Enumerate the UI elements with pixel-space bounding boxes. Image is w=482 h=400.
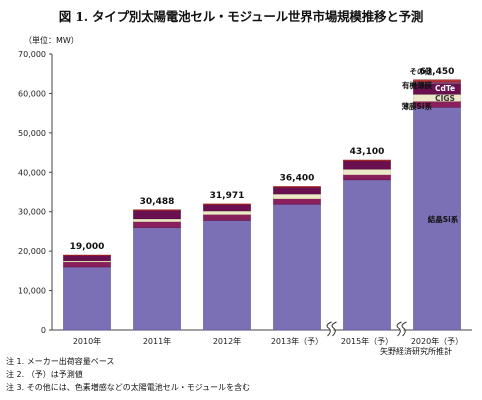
- axis-break-mark: [326, 321, 337, 337]
- total-label: 30,488: [140, 197, 175, 207]
- bar-segment: [343, 160, 391, 170]
- notes: 注 1. メーカー出荷容量ベース 注 2. （予）は予測値 注 3. その他には…: [6, 355, 250, 394]
- bar-segment: [203, 220, 251, 331]
- note-2: 注 2. （予）は予測値: [6, 370, 83, 379]
- segment-annotation: CdTe: [435, 84, 455, 93]
- y-tick-label: 40,000: [18, 168, 46, 177]
- y-tick-label: 60,000: [18, 89, 46, 98]
- category-label: 2011年: [143, 336, 171, 346]
- y-tick-label: 30,000: [18, 208, 46, 217]
- y-tick-label: 10,000: [18, 287, 46, 296]
- total-label: 43,100: [350, 147, 385, 157]
- bar-segment: [203, 203, 251, 205]
- note-1: 注 1. メーカー出荷容量ベース: [6, 357, 115, 366]
- total-label: 19,000: [70, 242, 105, 252]
- bar-segment: [133, 210, 181, 220]
- axis-break-mark: [396, 321, 407, 337]
- category-label: 2020年（予）: [411, 336, 463, 346]
- total-label: 36,400: [280, 173, 315, 183]
- note-3: 注 3. その他には、色素増感などの太陽電池セル・モジュールを含む: [6, 383, 251, 392]
- bar-segment: [203, 214, 251, 221]
- chart-title: 図 1. タイプ別太陽電池セル・モジュール世界市場規模推移と予測: [58, 9, 424, 24]
- bar-segment: [63, 254, 111, 256]
- bar-segment: [133, 218, 181, 222]
- bar-segment: [133, 227, 181, 331]
- segment-annotation: 有機薄膜: [402, 80, 432, 90]
- bar-segment: [203, 210, 251, 215]
- segment-annotation: CIGS: [435, 94, 455, 103]
- bar-segment: [343, 174, 391, 181]
- bar-segment: [343, 168, 391, 175]
- bar-segment: [273, 198, 321, 205]
- bar-segment: [273, 186, 321, 195]
- bar-segment: [63, 266, 111, 331]
- unit-label: （単位：MW）: [24, 36, 79, 45]
- bar-segment: [273, 203, 321, 331]
- y-tick-label: 50,000: [18, 129, 46, 138]
- bar-segment: [133, 209, 181, 211]
- category-label: 2010年: [73, 336, 101, 346]
- category-label: 2012年: [213, 336, 241, 346]
- bar-segment: [63, 261, 111, 268]
- bar-segment: [343, 159, 391, 162]
- bar-segment: [413, 79, 461, 83]
- segment-annotation: その他: [410, 66, 433, 76]
- y-tick-label: 70,000: [18, 50, 46, 59]
- y-tick-label: 0: [41, 326, 46, 335]
- segment-annotation: 結晶Si系: [428, 214, 459, 224]
- bar-segment: [273, 186, 321, 188]
- total-label: 31,971: [210, 191, 245, 201]
- total-label: 63,450: [420, 67, 455, 77]
- category-label: 2013年（予）: [271, 336, 323, 346]
- y-tick-label: 20,000: [18, 247, 46, 256]
- source-label: 矢野経済研究所推計: [380, 347, 452, 356]
- bar-segment: [203, 204, 251, 212]
- category-label: 2015年（予）: [341, 336, 393, 346]
- segment-annotation: 薄膜Si系: [402, 101, 433, 111]
- bar-segment: [343, 179, 391, 331]
- bar-segment: [63, 255, 111, 261]
- bar-segment: [273, 193, 321, 200]
- bar-segment: [133, 221, 181, 228]
